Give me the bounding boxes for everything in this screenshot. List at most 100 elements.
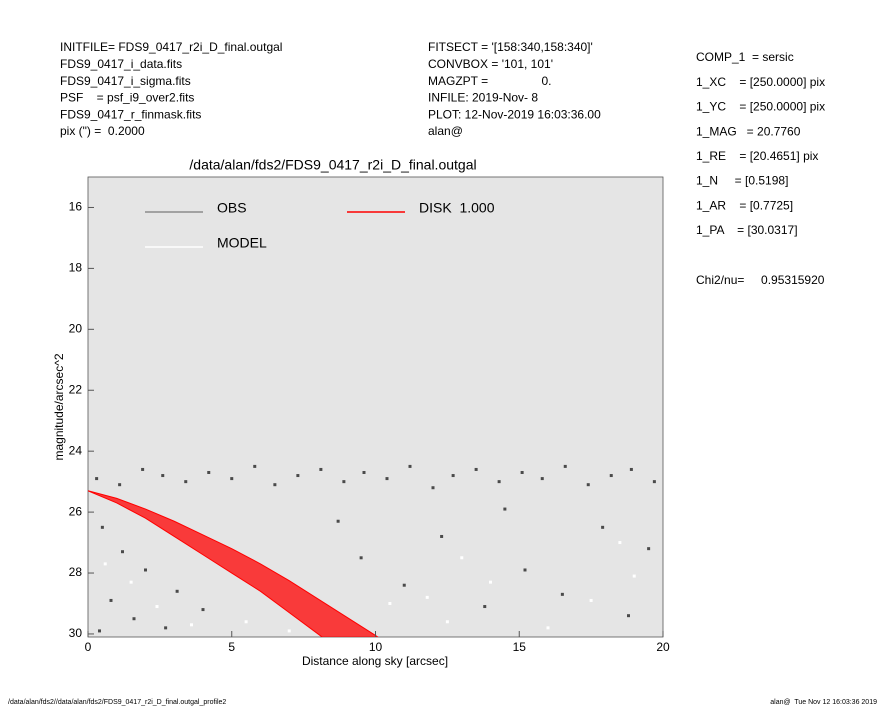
y-tick-label: 24: [69, 443, 83, 457]
point: [540, 477, 544, 481]
point: [431, 486, 435, 490]
point: [385, 477, 389, 481]
point: [520, 470, 524, 474]
point: [402, 583, 406, 587]
point: [601, 525, 605, 529]
header-left-line: pix (") = 0.2000: [60, 124, 145, 138]
header-middle-line: MAGZPT = 0.: [428, 74, 551, 88]
point: [483, 605, 487, 609]
y-tick-label: 16: [69, 200, 83, 214]
point: [244, 620, 248, 624]
header-middle-line: alan@: [428, 124, 463, 138]
x-tick-label: 20: [656, 640, 670, 654]
point: [98, 629, 101, 633]
point: [100, 525, 104, 529]
header-right-line: 1_RE = [20.4651] pix: [696, 149, 818, 163]
header-left-line: FDS9_0417_i_data.fits: [60, 57, 182, 71]
point: [144, 568, 147, 572]
y-tick-label: 28: [69, 565, 83, 579]
point: [273, 483, 277, 487]
header-right-line: 1_MAG = 20.7760: [696, 124, 801, 138]
point: [497, 480, 501, 484]
point: [296, 474, 300, 478]
y-tick-label: 22: [69, 382, 83, 396]
point: [451, 474, 455, 478]
header-right-line: 1_AR = [0.7725]: [696, 198, 793, 212]
legend-label: OBS: [217, 200, 247, 216]
header-middle-line: PLOT: 12-Nov-2019 16:03:36.00: [428, 107, 601, 121]
plot-background: [87, 176, 664, 638]
point: [175, 589, 179, 593]
x-tick-label: 5: [228, 640, 235, 654]
point: [629, 467, 633, 471]
point: [141, 467, 145, 471]
point: [201, 608, 205, 612]
point: [132, 617, 136, 621]
point: [342, 480, 346, 484]
x-axis-label: Distance along sky [arcsec]: [302, 654, 448, 668]
point: [359, 556, 363, 560]
point: [474, 467, 478, 471]
point: [503, 507, 507, 511]
point: [129, 580, 133, 584]
point: [632, 574, 636, 578]
point: [161, 474, 165, 478]
header-left-line: FDS9_0417_i_sigma.fits: [60, 74, 191, 88]
point: [460, 556, 464, 560]
y-tick-label: 20: [69, 321, 83, 335]
point: [103, 562, 107, 566]
header-right-line: 1_N = [0.5198]: [696, 174, 788, 188]
y-tick-label: 18: [69, 261, 83, 275]
point: [627, 614, 630, 618]
header-left-line: PSF = psf_i9_over2.fits: [60, 91, 194, 105]
point: [647, 547, 651, 551]
header-left-line: FDS9_0417_r_finmask.fits: [60, 107, 201, 121]
disk-lower: [88, 490, 323, 637]
x-tick-label: 10: [369, 640, 383, 654]
point: [118, 483, 122, 487]
footer-right: alan@ Tue Nov 12 16:03:36 2019: [770, 699, 877, 706]
point: [546, 626, 550, 630]
point: [155, 605, 159, 609]
chi2: Chi2/nu= 0.95315920: [696, 273, 825, 287]
point: [445, 620, 449, 624]
point: [563, 464, 567, 468]
x-tick-label: 0: [85, 640, 92, 654]
point: [253, 464, 257, 468]
point: [190, 623, 193, 627]
point: [589, 598, 593, 602]
point: [388, 601, 392, 605]
point: [319, 467, 323, 471]
header-right-line: COMP_1 = sersic: [696, 50, 794, 64]
point: [609, 474, 613, 478]
point: [184, 480, 188, 484]
x-tick-label: 15: [513, 640, 527, 654]
legend-label: MODEL: [217, 235, 267, 251]
point: [489, 580, 492, 584]
legend-label: DISK 1.000: [419, 200, 495, 216]
point: [287, 629, 291, 633]
point: [109, 598, 113, 602]
point: [362, 470, 366, 474]
point: [207, 470, 211, 474]
header-right-line: 1_PA = [30.0317]: [696, 223, 798, 237]
point: [586, 483, 590, 487]
header-middle-line: INFILE: 2019-Nov- 8: [428, 91, 538, 105]
point: [408, 464, 412, 468]
disk-upper: [88, 490, 379, 637]
y-tick-label: 26: [69, 504, 83, 518]
point: [440, 534, 444, 538]
point: [230, 477, 234, 481]
point: [425, 595, 429, 599]
point: [95, 477, 99, 481]
point: [336, 519, 340, 523]
header-middle-line: CONVBOX = '101, 101': [428, 57, 553, 71]
y-tick-label: 30: [69, 626, 83, 640]
point: [652, 480, 656, 484]
header-left-line: INITFILE= FDS9_0417_r2i_D_final.outgal: [60, 40, 282, 54]
chart-title: /data/alan/fds2/FDS9_0417_r2i_D_final.ou…: [189, 157, 476, 173]
header-right-line: 1_YC = [250.0000] pix: [696, 100, 825, 114]
point: [523, 568, 527, 572]
